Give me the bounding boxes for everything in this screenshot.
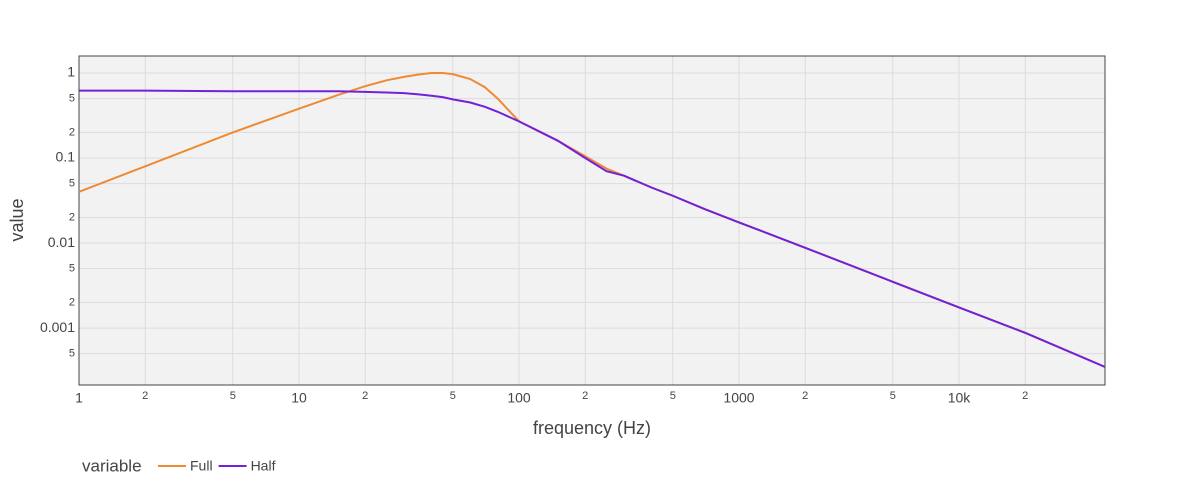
grid (78, 56, 1105, 385)
legend-label: Full (190, 458, 213, 474)
x-tick-label: 1000 (723, 390, 754, 406)
y-tick-label: 0.01 (48, 234, 75, 250)
x-tick-label: 5 (450, 390, 456, 402)
y-axis-title: value (7, 198, 27, 241)
y-tick-label: 1 (67, 64, 75, 80)
y-tick-label: 2 (69, 296, 75, 308)
x-tick-label: 5 (890, 390, 896, 402)
x-tick-label: 100 (507, 390, 531, 406)
x-tick-label: 2 (582, 390, 588, 402)
x-tick-label: 1 (75, 390, 83, 406)
y-tick-label: 5 (69, 348, 75, 360)
y-tick-label: 5 (69, 93, 75, 105)
y-tick-label: 5 (69, 178, 75, 190)
x-tick-label: 5 (230, 390, 236, 402)
legend-label: Half (251, 458, 276, 474)
x-axis-title: frequency (Hz) (533, 418, 651, 438)
plot-border (78, 55, 1106, 386)
x-tick-label: 5 (670, 390, 676, 402)
y-tick-label: 5 (69, 263, 75, 275)
x-tick-label: 2 (362, 390, 368, 402)
y-tick-label: 2 (69, 211, 75, 223)
x-tick-label: 2 (1022, 390, 1028, 402)
x-tick-label: 10k (948, 390, 972, 406)
y-tick-label: 0.1 (56, 149, 76, 165)
y-tick-label: 2 (69, 126, 75, 138)
plot-area (79, 56, 1105, 385)
line-series (79, 89, 1105, 368)
y-tick-label: 0.001 (40, 319, 75, 335)
x-tick-label: 2 (142, 390, 148, 402)
legend-title: variable (82, 456, 142, 475)
x-tick-label: 10 (291, 390, 307, 406)
x-tick-label: 2 (802, 390, 808, 402)
